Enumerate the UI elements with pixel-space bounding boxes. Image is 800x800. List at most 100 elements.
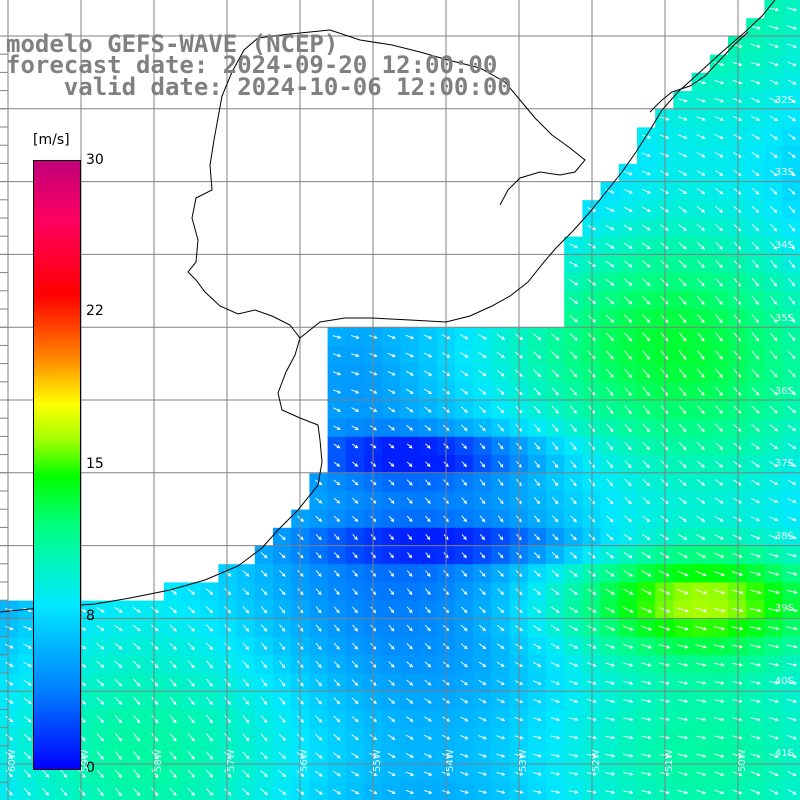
wind-arrow — [768, 753, 779, 758]
wind-arrow — [278, 751, 287, 760]
wind-arrow — [260, 606, 268, 614]
wind-arrow — [623, 790, 634, 795]
wind-arrow — [750, 571, 762, 576]
wind-arrow — [606, 368, 614, 378]
wind-arrow — [351, 371, 360, 376]
wind-arrow — [751, 332, 760, 342]
lon-label: 53W — [518, 749, 529, 772]
wind-speed-cell — [782, 327, 800, 347]
wind-speed-cell — [782, 436, 800, 456]
wind-arrow — [751, 115, 761, 121]
wind-arrow — [333, 697, 341, 705]
wind-arrow — [78, 787, 86, 797]
wind-arrow — [623, 314, 633, 323]
wind-arrow — [695, 589, 708, 595]
wind-arrow — [187, 733, 195, 742]
wind-arrow — [242, 715, 250, 724]
wind-arrow — [787, 115, 797, 122]
wind-arrow — [623, 224, 633, 231]
wind-speed-cell — [600, 782, 620, 800]
wind-arrow — [732, 717, 743, 722]
wind-arrow — [622, 606, 634, 613]
wind-arrow — [5, 643, 14, 649]
lon-label: 54W — [445, 749, 456, 772]
wind-arrow — [714, 789, 725, 795]
wind-arrow — [497, 479, 504, 487]
wind-arrow — [315, 697, 322, 705]
wind-arrow — [696, 296, 705, 305]
wind-arrow — [788, 205, 796, 214]
wind-arrow — [768, 534, 779, 540]
wind-arrow — [677, 681, 689, 685]
wind-arrow — [315, 497, 323, 504]
wind-arrow — [713, 607, 726, 613]
wind-arrow — [623, 551, 633, 559]
wind-arrow — [406, 570, 413, 577]
wind-arrow — [150, 606, 160, 613]
wind-arrow — [695, 735, 707, 740]
wind-arrow — [751, 169, 760, 177]
wind-arrow — [696, 442, 705, 451]
wind-arrow — [552, 515, 559, 523]
wind-arrow — [678, 260, 687, 269]
wind-arrow — [769, 387, 778, 396]
wind-arrow — [497, 497, 504, 505]
wind-arrow — [533, 606, 542, 614]
wind-arrow — [678, 224, 687, 231]
wind-arrow — [205, 787, 214, 796]
wind-arrow — [605, 662, 616, 667]
wind-arrow — [623, 662, 634, 667]
wind-arrow — [405, 334, 415, 340]
wind-arrow — [405, 771, 415, 776]
wind-arrow — [351, 679, 359, 687]
wind-arrow — [641, 662, 652, 667]
wind-arrow — [460, 424, 468, 432]
wind-arrow — [640, 588, 652, 595]
wind-arrow — [550, 680, 560, 685]
wind-arrow — [605, 350, 614, 360]
wind-arrow — [787, 516, 797, 522]
wind-arrow — [660, 152, 670, 158]
lon-label: 57W — [226, 749, 237, 772]
wind-arrow — [787, 717, 798, 722]
wind-arrow — [714, 116, 724, 121]
wind-arrow — [695, 626, 708, 631]
wind-arrow — [769, 369, 778, 378]
wind-arrow — [605, 224, 615, 231]
wind-arrow — [696, 116, 706, 121]
wind-arrow — [460, 698, 469, 704]
wind-arrow — [533, 515, 541, 523]
wind-arrow — [424, 424, 432, 431]
wind-arrow — [677, 570, 689, 577]
wind-arrow — [5, 733, 14, 741]
wind-arrow — [478, 771, 488, 776]
wind-arrow — [478, 753, 488, 758]
wind-arrow — [532, 790, 543, 794]
wind-arrow — [23, 751, 32, 760]
wind-arrow — [461, 443, 468, 450]
wind-arrow — [713, 626, 726, 631]
wind-arrow — [569, 243, 579, 249]
wind-arrow — [279, 642, 286, 651]
wind-arrow — [714, 717, 725, 722]
wind-arrow — [478, 406, 487, 414]
wind-arrow — [715, 423, 724, 432]
wind-arrow — [641, 570, 652, 577]
wind-arrow — [205, 606, 214, 614]
wind-arrow — [660, 368, 669, 379]
wind-arrow — [659, 134, 670, 139]
wind-arrow — [715, 387, 723, 396]
wind-arrow — [768, 571, 780, 576]
wind-arrow — [151, 696, 159, 706]
wind-arrow — [733, 151, 742, 158]
wind-arrow — [678, 152, 688, 158]
wind-arrow — [624, 497, 632, 505]
wind-arrow — [315, 606, 322, 614]
wind-arrow — [696, 242, 705, 250]
wind-arrow — [460, 406, 468, 413]
wind-arrow — [606, 533, 614, 541]
wind-arrow — [533, 497, 541, 505]
wind-arrow — [787, 680, 798, 685]
wind-arrow — [788, 169, 796, 177]
